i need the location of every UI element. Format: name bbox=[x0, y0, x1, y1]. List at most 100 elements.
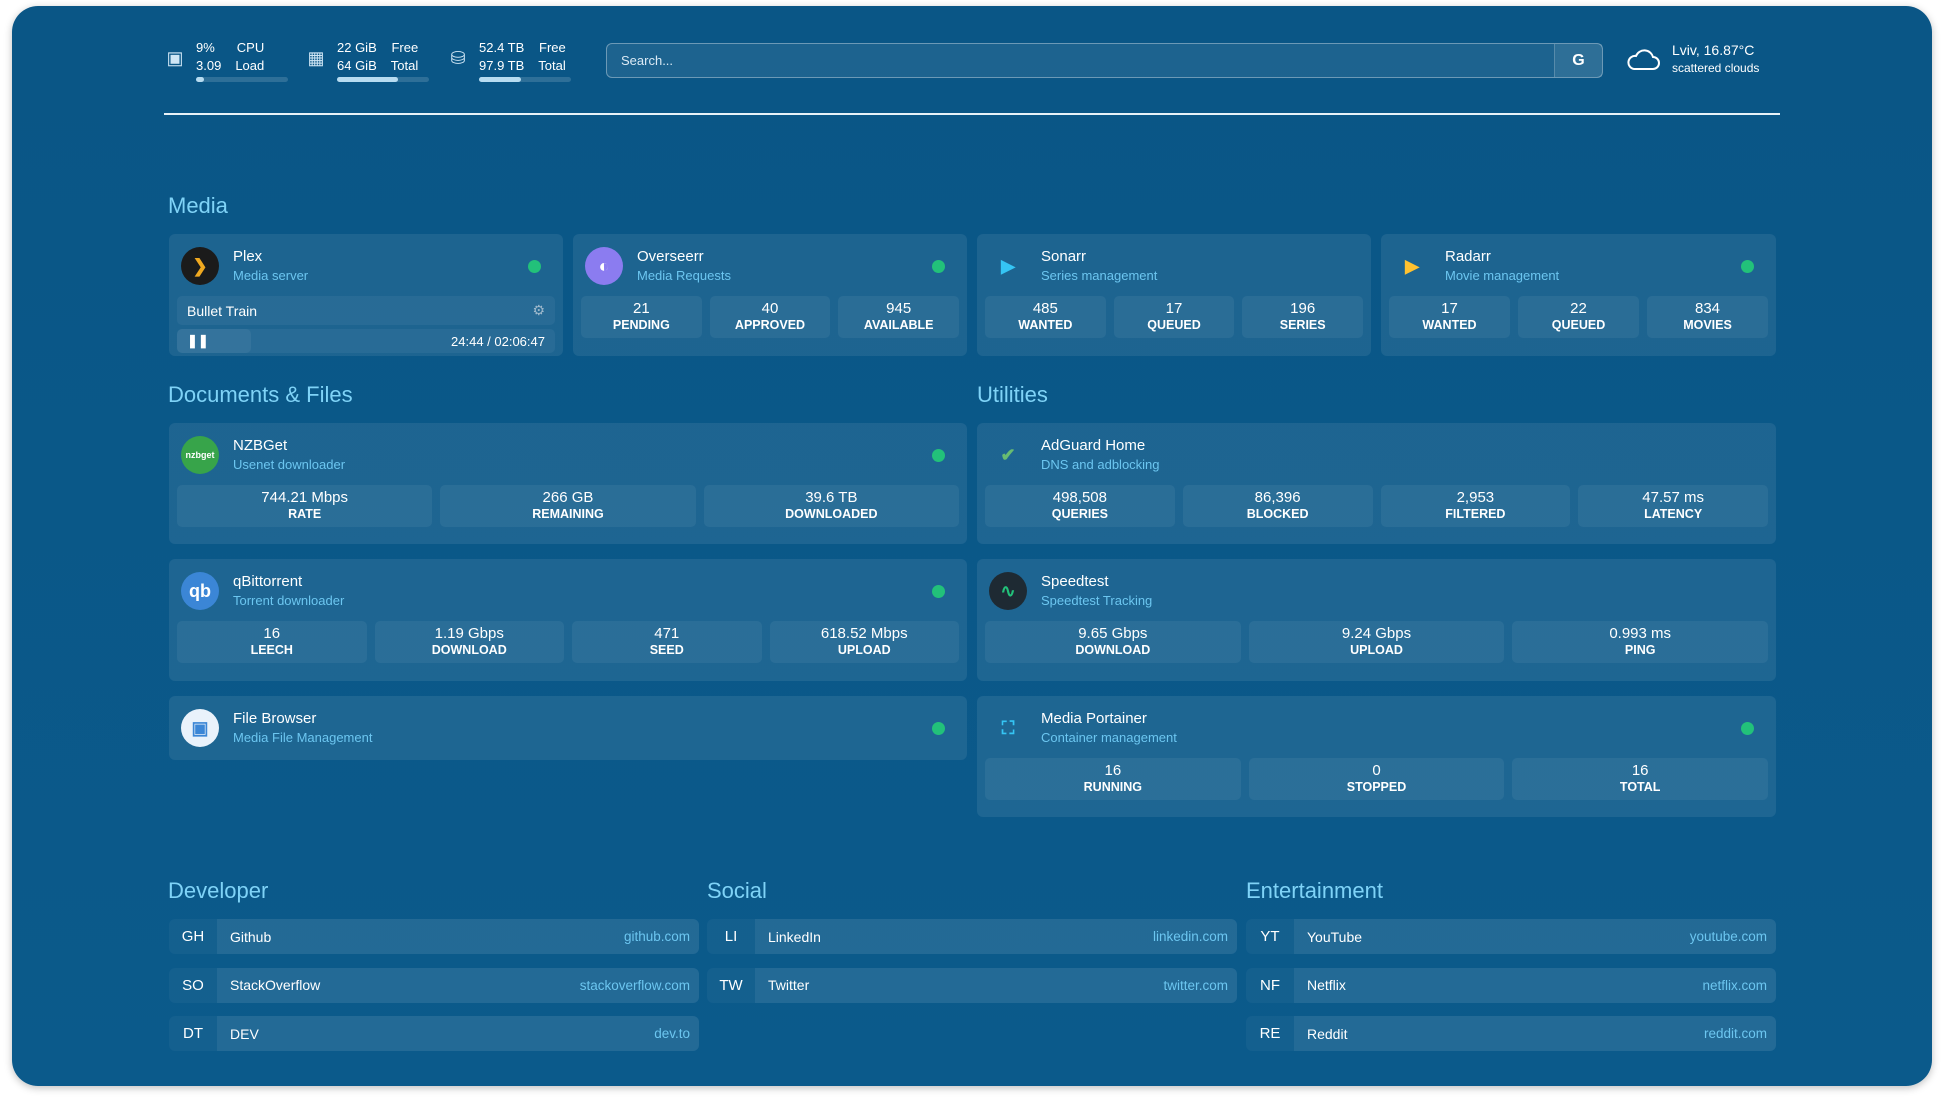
stat-downloaded: 39.6 TB DOWNLOADED bbox=[703, 485, 959, 527]
stat-approved: 40 APPROVED bbox=[709, 296, 831, 338]
service-description: Media Requests bbox=[637, 268, 731, 283]
card-header: nzbget NZBGet Usenet downloader bbox=[177, 433, 959, 477]
bookmark-name: StackOverflow bbox=[230, 977, 321, 993]
plex-icon: ❯ bbox=[181, 247, 219, 285]
nzbget-icon: nzbget bbox=[181, 436, 219, 474]
service-card-adguard[interactable]: ✔ AdGuard Home DNS and adblocking 498,50… bbox=[977, 423, 1776, 544]
service-name: Media Portainer bbox=[1041, 710, 1147, 727]
stat-value: 47.57 ms bbox=[1642, 489, 1704, 506]
bookmark-twitter[interactable]: TW Twitter twitter.com bbox=[707, 967, 1237, 1003]
stat-value: 22 bbox=[1570, 300, 1587, 317]
card-header: ▶ Radarr Movie management bbox=[1389, 244, 1768, 288]
pause-icon[interactable]: ❚❚ bbox=[187, 333, 209, 348]
bookmark-name: DEV bbox=[230, 1025, 259, 1042]
search-provider-button[interactable]: G bbox=[1554, 44, 1602, 77]
bookmark-github[interactable]: GH Github github.com bbox=[169, 919, 699, 954]
weather-location: Lviv, 16.87°C bbox=[1672, 42, 1755, 58]
service-card-qbittorrent[interactable]: qb qBittorrent Torrent downloader 16 LEEC… bbox=[169, 559, 967, 681]
stat-label: REMAINING bbox=[532, 507, 604, 521]
memory-widget: ▦ 22 GiB Free 64 GiB Total bbox=[305, 40, 429, 84]
now-playing-title: Bullet Train bbox=[187, 302, 258, 319]
section-title-developer: Developer bbox=[168, 878, 269, 903]
service-card-speedtest[interactable]: ∿ Speedtest Speedtest Tracking 9.65 Gbps… bbox=[977, 559, 1776, 681]
bookmark-youtube[interactable]: YT YouTube youtube.com bbox=[1246, 919, 1776, 954]
radarr-icon: ▶ bbox=[1405, 255, 1419, 276]
service-card-portainer[interactable]: ⛶ Media Portainer Container management 1… bbox=[977, 696, 1776, 817]
stat-label: RUNNING bbox=[1083, 780, 1142, 794]
stat-remaining: 266 GB REMAINING bbox=[440, 485, 696, 527]
section-title-utilities: Utilities bbox=[977, 382, 1048, 407]
service-card-overseerr[interactable]: ◐ Overseerr Media Requests 21 PENDING 40 AP… bbox=[573, 234, 967, 356]
stat-download: 1.19 Gbps DOWNLOAD bbox=[374, 621, 564, 663]
service-name: Radarr bbox=[1445, 248, 1491, 265]
stat-leech: 16 LEECH bbox=[177, 621, 367, 663]
search-box: G bbox=[606, 43, 1603, 78]
service-card-nzbget[interactable]: nzbget NZBGet Usenet downloader 744.21 M… bbox=[169, 423, 967, 544]
bookmark-stackoverflow[interactable]: SO StackOverflow stackoverflow.com bbox=[169, 967, 699, 1003]
stat-available: 945 AVAILABLE bbox=[838, 296, 960, 338]
status-indicator bbox=[1741, 260, 1754, 273]
card-header: ✔ AdGuard Home DNS and adblocking bbox=[985, 433, 1768, 477]
memory-icon: ▦ bbox=[307, 48, 325, 68]
stat-value: 498,508 bbox=[1052, 489, 1107, 506]
service-name: NZBGet bbox=[233, 437, 288, 454]
stat-label: QUEUED bbox=[1147, 318, 1201, 332]
status-indicator bbox=[932, 722, 945, 735]
bookmark-url: github.com bbox=[623, 929, 690, 944]
cpu-widget: ▣ 9% CPU 3.09 Load bbox=[164, 40, 288, 84]
stat-value: 2,953 bbox=[1456, 489, 1495, 506]
stats-row: 498,508 QUERIES 86,396 BLOCKED 2,953 FILTERED… bbox=[985, 485, 1768, 527]
service-card-radarr[interactable]: ▶ Radarr Movie management 17 WANTED 22 QUEU… bbox=[1381, 234, 1776, 356]
card-header: ◐ Overseerr Media Requests bbox=[581, 244, 959, 288]
total-label: Total bbox=[538, 58, 566, 73]
qbittorrent-icon: qb bbox=[181, 572, 219, 610]
service-card-plex[interactable]: ❯ Plex Media server Bullet Train ⚙ ❚❚ 24:4… bbox=[169, 234, 563, 356]
bookmark-name: Netflix bbox=[1307, 977, 1346, 993]
stat-value: 0.993 ms bbox=[1609, 625, 1672, 642]
free-label: Free bbox=[391, 40, 419, 55]
bookmark-name: YouTube bbox=[1307, 928, 1363, 945]
search-input[interactable] bbox=[607, 53, 1554, 68]
stat-movies: 834 MOVIES bbox=[1647, 296, 1768, 338]
stat-label: WANTED bbox=[1018, 318, 1073, 332]
bookmark-abbreviation: TW bbox=[707, 967, 755, 1003]
stats-row: 9.65 Gbps DOWNLOAD 9.24 Gbps UPLOAD 0.993 ms… bbox=[985, 621, 1769, 663]
stat-upload: 9.24 Gbps UPLOAD bbox=[1248, 621, 1505, 663]
stat-seed: 471 SEED bbox=[572, 621, 762, 663]
section-title-entertainment: Entertainment bbox=[1246, 878, 1383, 903]
stat-label: WANTED bbox=[1422, 318, 1477, 332]
bookmark-abbreviation: DT bbox=[169, 1016, 217, 1051]
bookmark-url: netflix.com bbox=[1702, 977, 1767, 993]
card-header: ∿ Speedtest Speedtest Tracking bbox=[985, 569, 1768, 613]
bookmark-abbreviation: YT bbox=[1246, 919, 1294, 954]
stat-latency: 47.57 ms LATENCY bbox=[1578, 485, 1768, 527]
card-header: ⛶ Media Portainer Container management bbox=[985, 706, 1768, 750]
bookmark-reddit[interactable]: RE Reddit reddit.com bbox=[1246, 1016, 1776, 1051]
weather-condition: scattered clouds bbox=[1672, 61, 1760, 75]
portainer-icon: ⛶ bbox=[1001, 717, 1015, 738]
section-title-media: Media bbox=[168, 193, 228, 218]
service-description: Movie management bbox=[1445, 268, 1560, 283]
bookmark-abbreviation: LI bbox=[707, 919, 755, 954]
service-name: Overseerr bbox=[637, 248, 704, 265]
bookmark-name: LinkedIn bbox=[768, 928, 821, 945]
service-card-sonarr[interactable]: ▶ Sonarr Series management 485 WANTED 17 QU… bbox=[977, 234, 1371, 356]
stat-value: 21 bbox=[632, 300, 650, 317]
header-divider bbox=[164, 113, 1780, 115]
bookmark-netflix[interactable]: NF Netflix netflix.com bbox=[1246, 967, 1776, 1003]
service-card-filebrowser[interactable]: ▣ File Browser Media File Management bbox=[169, 696, 967, 760]
overseerr-icon: ◐ bbox=[585, 247, 623, 285]
settings-icon[interactable]: ⚙ bbox=[532, 302, 545, 318]
stat-label: DOWNLOAD bbox=[1075, 643, 1151, 657]
service-description: DNS and adblocking bbox=[1041, 457, 1160, 472]
stat-label: PENDING bbox=[612, 318, 670, 332]
now-playing: Bullet Train ⚙ bbox=[177, 296, 555, 325]
bookmark-dev[interactable]: DT DEV dev.to bbox=[169, 1016, 699, 1051]
bookmark-linkedin[interactable]: LI LinkedIn linkedin.com bbox=[707, 919, 1237, 954]
stat-total: 16 TOTAL bbox=[1512, 758, 1769, 800]
stat-value: 40 bbox=[761, 300, 779, 317]
stat-label: AVAILABLE bbox=[863, 318, 934, 332]
bookmark-url: dev.to bbox=[654, 1026, 690, 1041]
stat-label: TOTAL bbox=[1619, 780, 1661, 794]
stat-label: BLOCKED bbox=[1246, 507, 1309, 521]
